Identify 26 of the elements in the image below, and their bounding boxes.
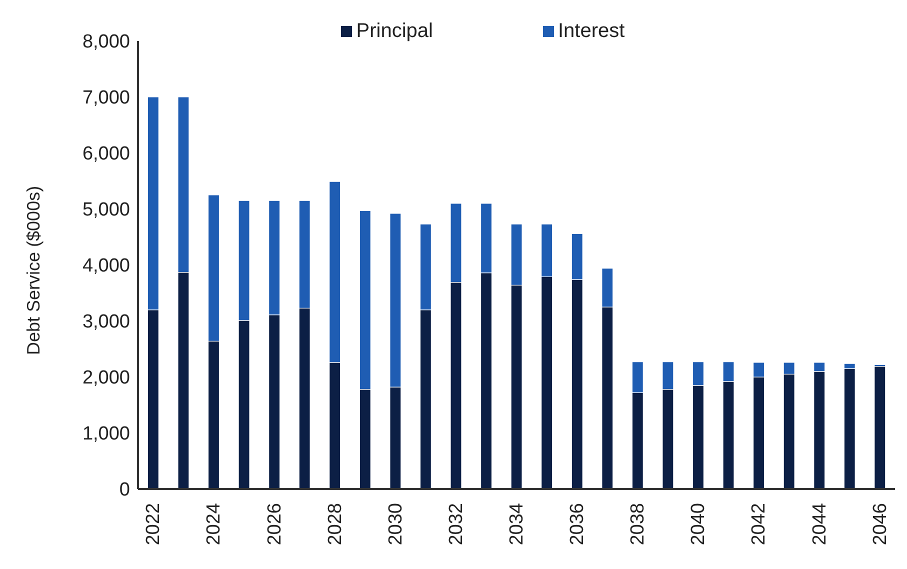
x-tick-label: 2026 xyxy=(264,503,286,546)
x-tick-label: 2030 xyxy=(385,503,406,546)
x-tick-label: 2044 xyxy=(809,502,830,546)
y-axis-title: Debt Service ($000s) xyxy=(23,186,44,355)
x-tick-label: 2028 xyxy=(324,503,346,546)
y-tick-label: 8,000 xyxy=(82,32,130,53)
x-tick-label: 2032 xyxy=(446,503,467,546)
y-tick-label: 6,000 xyxy=(82,144,130,165)
y-tick-label: 2,000 xyxy=(82,368,130,389)
y-tick-label: 0 xyxy=(119,480,130,501)
x-tick-label: 2042 xyxy=(748,503,770,546)
x-tick-label: 2024 xyxy=(204,502,225,546)
y-tick-label: 4,000 xyxy=(82,256,130,277)
y-tick-label: 7,000 xyxy=(82,88,130,109)
x-tick-label: 2040 xyxy=(688,503,710,546)
x-tick-label: 2038 xyxy=(628,503,649,546)
x-tick-label: 2022 xyxy=(143,503,164,546)
x-tick-label: 2046 xyxy=(870,503,891,546)
legend-label: Principal xyxy=(356,20,433,42)
y-tick-label: 5,000 xyxy=(82,200,130,221)
x-tick-label: 2034 xyxy=(506,502,528,546)
x-tick-label: 2036 xyxy=(567,503,588,546)
bar xyxy=(874,366,886,489)
legend-label: Interest xyxy=(558,20,625,42)
y-tick-label: 3,000 xyxy=(82,312,130,333)
y-tick-label: 1,000 xyxy=(82,424,130,445)
